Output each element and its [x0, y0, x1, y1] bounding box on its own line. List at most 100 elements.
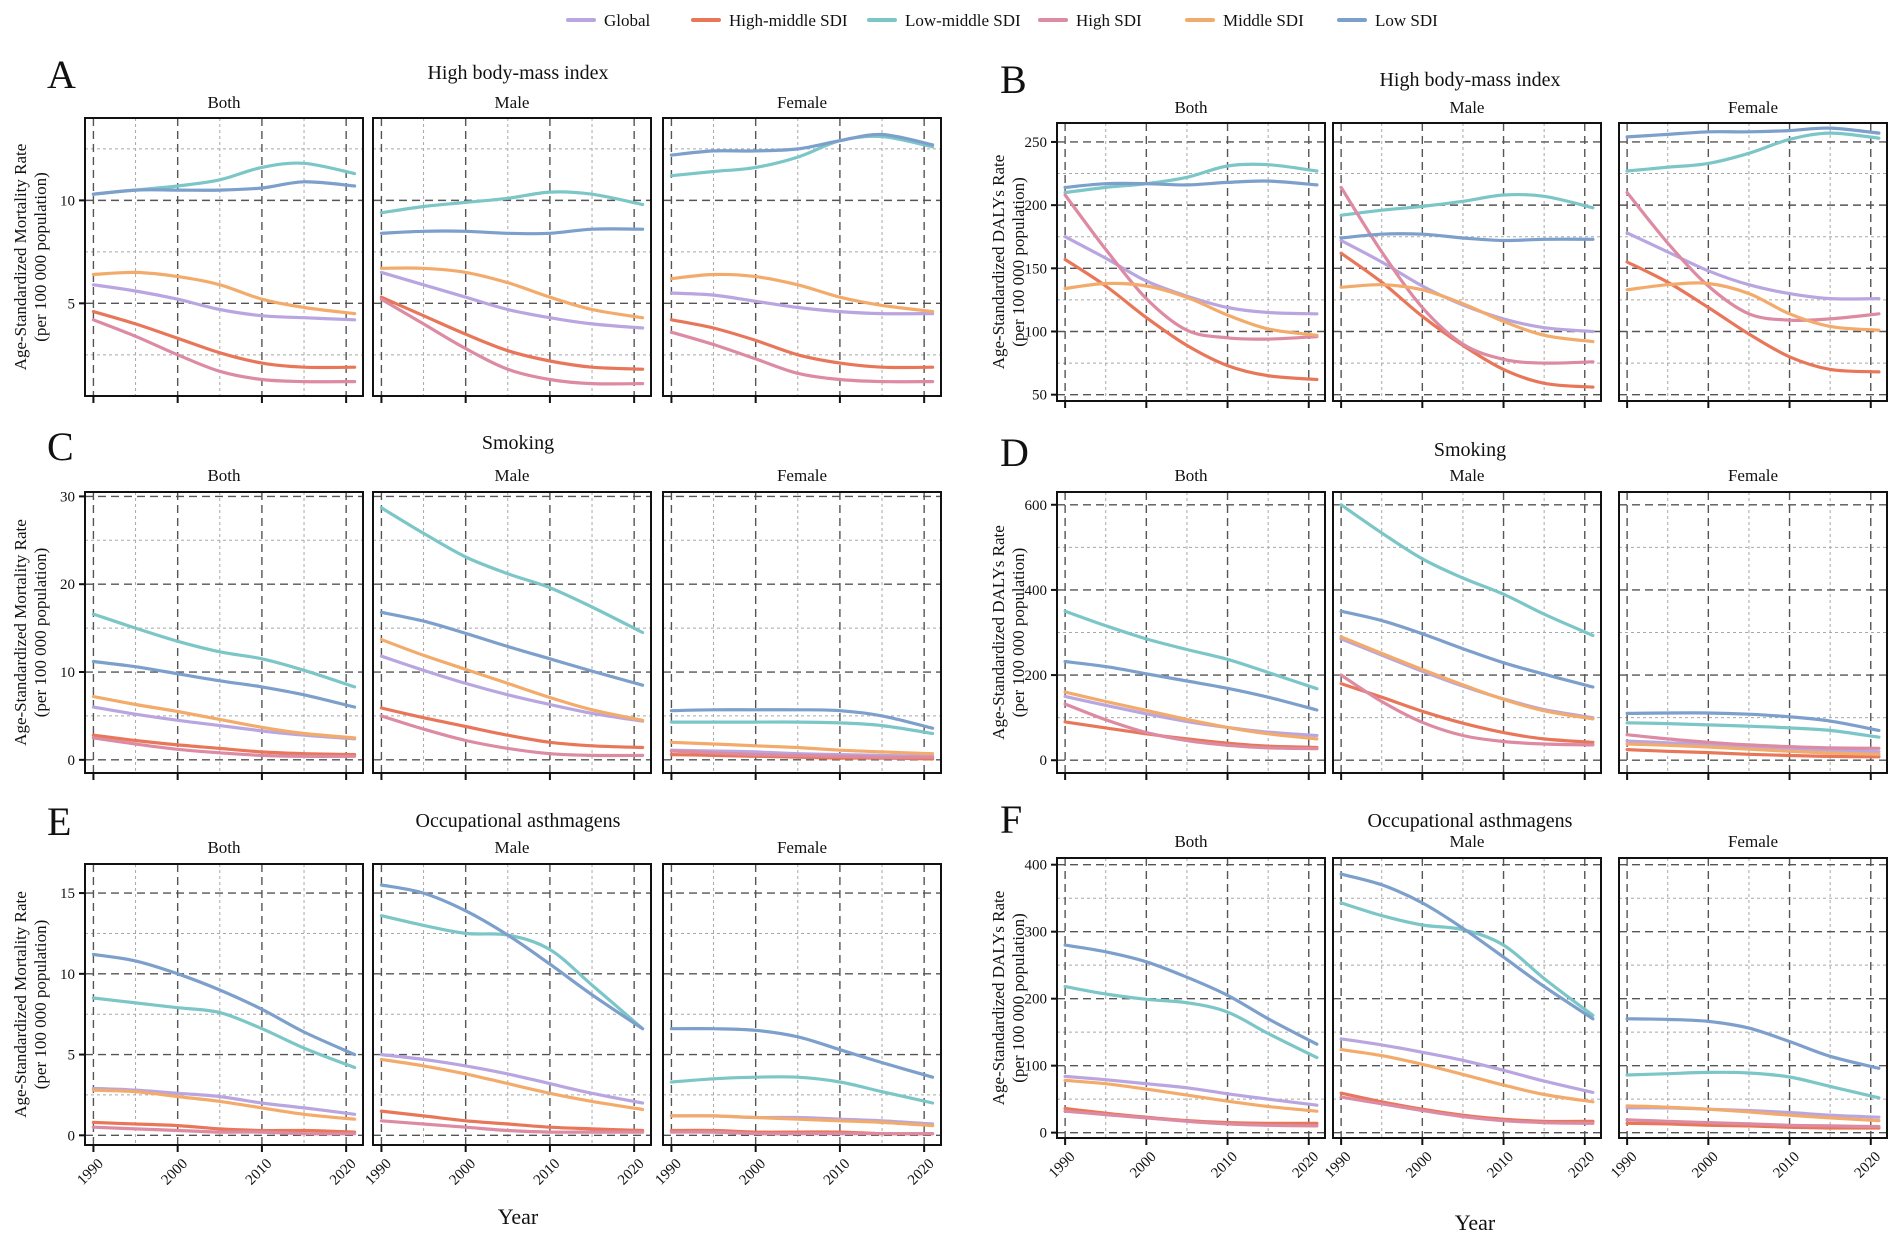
series-line-high-middle-sdi	[1339, 251, 1595, 389]
x-tick-label: 2000	[447, 1156, 480, 1189]
y-tick-label: 10	[60, 665, 75, 681]
x-tick-label: 1990	[74, 1156, 107, 1189]
facet-strip-label: Female	[1728, 98, 1778, 117]
series-line-middle-sdi	[91, 270, 357, 316]
facet-both: Both 1990 2000 2010 2020 0 5 10 15	[60, 838, 364, 1189]
series-line-high-sdi	[669, 749, 935, 759]
y-tick-label: 200	[1025, 198, 1048, 214]
gridlines	[85, 118, 363, 396]
series-lines	[91, 161, 357, 384]
facet-female: Female 1990 2000 2010 2020	[1608, 832, 1888, 1182]
series-line-low-sdi	[1339, 872, 1595, 1021]
series-line-middle-sdi	[379, 1057, 645, 1112]
series-lines	[379, 190, 645, 386]
panel-D: D Smoking Age-Standardized DALYs Rate(per …	[989, 430, 1888, 780]
legend: Global High-middle SDI Low-middle SDI High …	[566, 11, 1438, 30]
y-axis-label: Age-Standardized DALYs Rate(per 100 000 …	[989, 891, 1028, 1106]
series-line-high-middle-sdi	[1625, 1121, 1881, 1130]
panel-title: Occupational asthmagens	[1368, 810, 1573, 832]
series-line-high-sdi	[91, 736, 357, 758]
gridlines	[663, 864, 941, 1145]
facet-male: Male	[1332, 98, 1602, 408]
gridlines	[373, 118, 651, 396]
series-lines	[669, 1027, 935, 1136]
legend-label: High SDI	[1076, 11, 1142, 30]
facet-frame	[84, 117, 364, 397]
series-lines	[1339, 872, 1595, 1125]
series-line-high-sdi	[1339, 1095, 1595, 1125]
facet-frame	[1332, 491, 1602, 774]
series-line-global	[1063, 1074, 1319, 1107]
series-line-high-middle-sdi	[1625, 260, 1881, 374]
series-line-high-middle-sdi	[91, 1120, 357, 1134]
series-lines	[379, 506, 645, 758]
series-line-middle-sdi	[1625, 281, 1881, 332]
facet-both: Both 0 200 400 600	[1025, 466, 1326, 780]
gridlines	[1057, 123, 1325, 401]
facet-strip-label: Male	[1450, 466, 1485, 485]
facet-frame	[372, 491, 652, 774]
series-line-low-middle-sdi	[669, 720, 935, 736]
series-line-global	[91, 283, 357, 322]
legend-item-6: Low SDI	[1337, 11, 1438, 30]
series-line-low-sdi	[91, 180, 357, 196]
series-line-high-sdi	[1339, 673, 1595, 747]
series-line-high-middle-sdi	[1063, 257, 1319, 382]
series-lines	[1625, 126, 1881, 374]
series-line-high-sdi	[1339, 185, 1595, 365]
y-axis-label-line: (per 100 000 population)	[1009, 913, 1028, 1083]
series-line-high-middle-sdi	[91, 310, 357, 370]
legend-label: Low-middle SDI	[905, 11, 1021, 30]
series-line-low-middle-sdi	[1063, 162, 1319, 195]
y-tick-label: 0	[68, 1128, 76, 1144]
x-tick-label: 2000	[1127, 1149, 1160, 1182]
facet-strip-label: Male	[495, 93, 530, 112]
y-axis-label: Age-Standardized DALYs Rate(per 100 000 …	[989, 155, 1028, 370]
series-line-high-sdi	[1063, 1109, 1319, 1128]
facet-strip-label: Female	[1728, 466, 1778, 485]
y-tick-label: 200	[1025, 668, 1048, 684]
x-tick-label: 1990	[1046, 1149, 1079, 1182]
series-line-low-middle-sdi	[1339, 503, 1595, 638]
series-line-high-middle-sdi	[669, 318, 935, 370]
y-axis-label-line: Age-Standardized Mortality Rate	[11, 519, 30, 746]
series-line-low-middle-sdi	[91, 612, 357, 689]
series-line-low-sdi	[669, 1027, 935, 1079]
panel-title: High body-mass index	[427, 62, 608, 84]
facet-female: Female	[1618, 466, 1888, 780]
panel-letter: F	[1000, 797, 1022, 842]
facet-strip-label: Female	[1728, 832, 1778, 851]
panel-letter: E	[47, 799, 71, 844]
series-line-low-sdi	[1625, 126, 1881, 139]
y-tick-label: 50	[1032, 388, 1047, 404]
x-tick-label: 1990	[362, 1156, 395, 1189]
gridlines	[1619, 123, 1887, 401]
series-line-middle-sdi	[669, 740, 935, 756]
series-line-low-sdi	[1339, 232, 1595, 243]
series-line-global	[379, 270, 645, 330]
series-line-low-sdi	[379, 883, 645, 1031]
series-line-high-sdi	[669, 1130, 935, 1136]
series-line-low-middle-sdi	[379, 506, 645, 635]
panel-title: Smoking	[1434, 439, 1506, 461]
series-line-middle-sdi	[1625, 742, 1881, 756]
series-line-high-middle-sdi	[1063, 720, 1319, 750]
y-tick-label: 400	[1025, 583, 1048, 599]
facet-frame	[662, 863, 942, 1146]
facet-frame	[1332, 857, 1602, 1139]
series-lines	[1339, 503, 1595, 747]
series-line-middle-sdi	[1625, 1104, 1881, 1123]
gridlines	[1333, 123, 1601, 401]
x-tick-label: 1990	[1322, 1149, 1355, 1182]
facet-strip-label: Male	[1450, 98, 1485, 117]
x-tick-label: 2020	[1852, 1149, 1885, 1182]
x-tick-label: 2020	[327, 1156, 360, 1189]
series-line-global	[91, 705, 357, 741]
facet-male: Male 1990 2000 2010 2020	[1322, 832, 1602, 1182]
series-line-low-middle-sdi	[1063, 985, 1319, 1060]
series-line-low-middle-sdi	[1063, 609, 1319, 691]
y-tick-label: 10	[60, 967, 75, 983]
y-tick-label: 100	[1025, 1059, 1048, 1075]
facet-strip-label: Both	[1174, 98, 1208, 117]
